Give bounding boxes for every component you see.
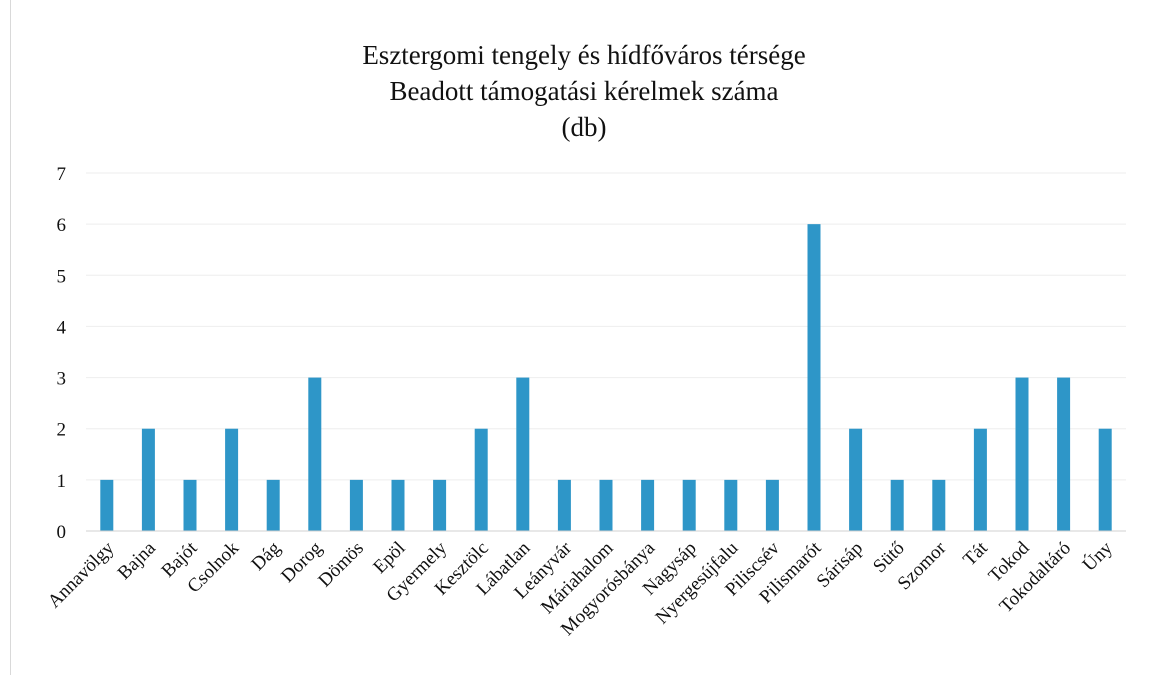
bar	[641, 479, 655, 531]
bar	[225, 428, 239, 531]
bar	[682, 479, 696, 531]
bar	[1015, 377, 1029, 531]
bar	[973, 428, 987, 531]
y-tick-label: 1	[57, 471, 67, 492]
bar	[391, 479, 405, 531]
chart-title-line-1: Esztergomi tengely és hídfőváros térsége	[362, 40, 805, 70]
y-tick-label: 7	[57, 164, 67, 185]
bar	[724, 479, 738, 531]
bar	[932, 479, 946, 531]
y-tick-label: 2	[57, 420, 67, 441]
bar	[1057, 377, 1071, 531]
bar	[141, 428, 155, 531]
y-tick-label: 5	[57, 266, 67, 287]
x-tick-label: Annavölgy	[44, 537, 119, 612]
bar	[765, 479, 779, 531]
y-tick-label: 0	[57, 522, 67, 543]
bar	[433, 479, 447, 531]
x-tick-label: Bajna	[114, 537, 161, 584]
y-tick-label: 3	[57, 369, 67, 390]
bar	[474, 428, 488, 531]
y-tick-label: 4	[57, 317, 67, 338]
bar	[557, 479, 571, 531]
bar-chart: Esztergomi tengely és hídfőváros térsége…	[44, 40, 1126, 640]
bar	[849, 428, 863, 531]
x-tick-label: Sárisáp	[813, 538, 867, 592]
y-axis-ticks: 0 1 2 3 4 5 6 7	[57, 164, 67, 543]
bars	[100, 224, 1112, 531]
bar	[266, 479, 280, 531]
bar	[516, 377, 530, 531]
bar	[890, 479, 904, 531]
chart-frame: Esztergomi tengely és hídfőváros térsége…	[10, 0, 1150, 675]
y-tick-label: 6	[57, 215, 67, 236]
bar	[807, 224, 821, 531]
x-tick-label: Úny	[1078, 537, 1117, 576]
chart-title-line-3: (db)	[562, 112, 607, 142]
bar	[308, 377, 322, 531]
chart-title: Esztergomi tengely és hídfőváros térsége…	[362, 40, 805, 142]
x-tick-label: Dömös	[314, 538, 368, 592]
chart-title-line-2: Beadott támogatási kérelmek száma	[389, 76, 778, 106]
x-tick-label: Tát	[959, 537, 992, 570]
bar	[599, 479, 613, 531]
bar	[100, 479, 114, 531]
x-tick-label: Szomor	[894, 537, 951, 594]
gridlines	[86, 172, 1126, 481]
bar	[1098, 428, 1112, 531]
bar	[183, 479, 197, 531]
bar	[349, 479, 363, 531]
